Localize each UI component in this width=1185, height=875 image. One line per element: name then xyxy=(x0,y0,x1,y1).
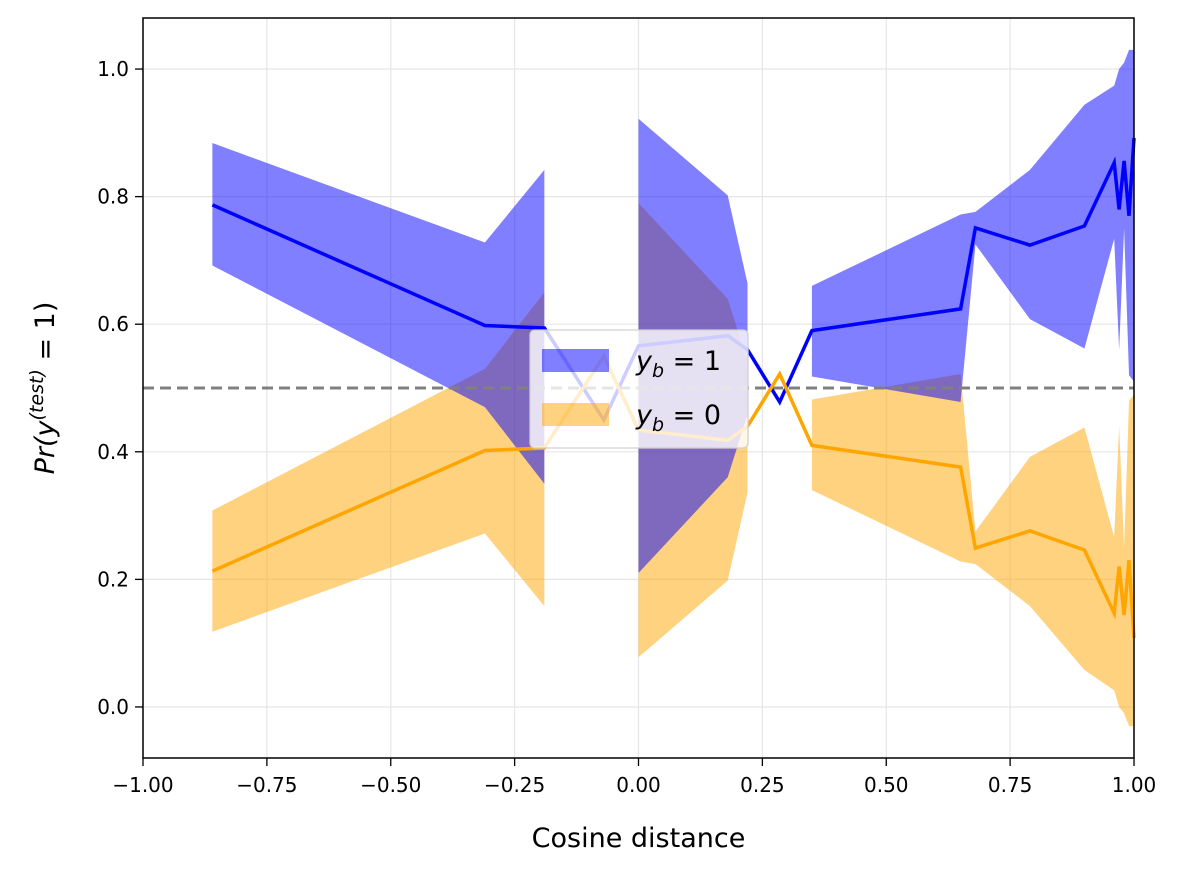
x-tick-label: 0.75 xyxy=(988,773,1033,797)
y-tick-label: 0.4 xyxy=(97,440,129,464)
y-tick-label: 0.2 xyxy=(97,567,129,591)
legend-swatch-yb0 xyxy=(542,403,609,426)
y-axis-ticks: 0.0 0.2 0.4 0.6 0.8 1.0 xyxy=(97,57,143,719)
y-tick-label: 1.0 xyxy=(97,57,129,81)
x-tick-label: 0.50 xyxy=(864,773,909,797)
legend-label-yb1: yb = 1 xyxy=(635,346,721,382)
x-tick-label: −0.50 xyxy=(360,773,421,797)
band-yb0 xyxy=(811,373,1134,727)
x-tick-label: −0.25 xyxy=(484,773,545,797)
band-yb1 xyxy=(811,49,1134,403)
legend: yb = 1 yb = 0 xyxy=(529,329,749,449)
x-axis-label: Cosine distance xyxy=(532,823,746,854)
band-yb1 xyxy=(212,143,545,484)
legend-swatch-yb1 xyxy=(542,349,609,372)
legend-label-yb0: yb = 0 xyxy=(635,400,721,436)
confidence-bands xyxy=(212,49,1134,727)
band-yb0 xyxy=(212,292,545,632)
x-tick-label: 0.25 xyxy=(740,773,785,797)
x-tick-label: −0.75 xyxy=(236,773,297,797)
y-tick-label: 0.8 xyxy=(97,185,129,209)
y-axis-label: Pr(y(test) = 1) xyxy=(26,302,61,475)
x-tick-label: 0.00 xyxy=(616,773,661,797)
y-tick-label: 0.0 xyxy=(97,695,129,719)
x-axis-ticks: −1.00 −0.75 −0.50 −0.25 0.00 0.25 0.50 0.75 1.00 xyxy=(112,758,1156,797)
x-tick-label: −1.00 xyxy=(112,773,173,797)
x-tick-label: 1.00 xyxy=(1112,773,1157,797)
y-tick-label: 0.6 xyxy=(97,312,129,336)
